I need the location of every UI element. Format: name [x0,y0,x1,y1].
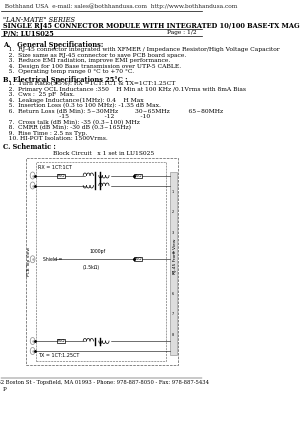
Text: 75Ω: 75Ω [134,173,142,178]
Text: P/N: LU1S025: P/N: LU1S025 [3,30,53,38]
Bar [26,158,178,365]
Text: A.   General Specifications:: A. General Specifications: [3,41,103,49]
Text: 2.  Primary OCL Inductance :350    H Min at 100 KHz /0.1Vrms with 8mA Bias: 2. Primary OCL Inductance :350 H Min at … [3,87,246,91]
Text: 4: 4 [172,251,174,255]
Text: (1.5kΩ): (1.5kΩ) [82,265,100,270]
Text: Bothhand USA  e-mail: sales@bothhandusa.com  http://www.bothhandusa.com: Bothhand USA e-mail: sales@bothhandusa.c… [2,3,238,8]
Text: 6.  Return Loss (dB Min): 5~30MHz         30~65MHz          65~80MHz: 6. Return Loss (dB Min): 5~30MHz 30~65MH… [3,108,223,113]
Text: 4.  Design for 100 Base transmission over UTP-5 CABLE.: 4. Design for 100 Base transmission over… [3,63,181,68]
Bar [36,162,167,361]
Text: TX = 1CT:1.25CT: TX = 1CT:1.25CT [38,353,80,358]
Text: 462 Boston St - Topsfield, MA 01993 - Phone: 978-887-8050 - Fax: 978-887-5434: 462 Boston St - Topsfield, MA 01993 - Ph… [0,380,209,385]
Text: 5.  Operating temp range 0 °C to +70 °C.: 5. Operating temp range 0 °C to +70 °C. [3,69,134,74]
Text: 3.  Cws :  25 pF  Max.: 3. Cws : 25 pF Max. [3,92,74,97]
Text: B. Electrical Specifications 25°C :: B. Electrical Specifications 25°C : [3,76,127,83]
Text: PCB Top View: PCB Top View [26,246,31,276]
Text: 3: 3 [172,231,174,235]
Text: 4.  Leakage Inductance(1MHz): 0.4    H Max: 4. Leakage Inductance(1MHz): 0.4 H Max [3,97,143,103]
Text: RX = 1CT:1CT: RX = 1CT:1CT [38,164,72,170]
Bar [57,339,64,343]
Text: 7.  Cross talk (dB Min): -35 (0.3~100) MHz: 7. Cross talk (dB Min): -35 (0.3~100) MH… [3,119,140,125]
Bar [134,173,142,178]
Bar [170,172,177,355]
Text: 5: 5 [172,272,174,275]
Text: RJ-45 Front View: RJ-45 Front View [173,238,177,274]
Text: Block Circuit   x 1 set in LU1S025: Block Circuit x 1 set in LU1S025 [52,150,154,156]
Text: 7: 7 [172,312,174,316]
Text: 3.  Reduce EMI radiation, improve EMI performance.: 3. Reduce EMI radiation, improve EMI per… [3,58,170,63]
Text: "LAN-MATE" SERIES: "LAN-MATE" SERIES [3,16,75,24]
Text: 2.  Size same as RJ-45 connector to save PCB board space.: 2. Size same as RJ-45 connector to save … [3,53,186,57]
Text: Shield =: Shield = [43,257,62,262]
Text: 8.  CMRR (dB Min): -30 dB (0.3~165Hz): 8. CMRR (dB Min): -30 dB (0.3~165Hz) [3,125,131,130]
Text: P: P [3,387,7,392]
Text: 1.  RJ-45 connector integrated with XFMER / Impedance Resistor/High Voltage Capa: 1. RJ-45 connector integrated with XFMER… [3,47,279,52]
Text: -15                   -12              -10: -15 -12 -10 [3,114,150,119]
Text: 6: 6 [172,292,174,296]
Bar [57,173,64,178]
Text: 75Ω: 75Ω [56,339,65,343]
Text: 75Ω: 75Ω [56,173,65,178]
Text: 5.  Insertion Loss (0.3 to 100 MHz): -1.35 dB Max.: 5. Insertion Loss (0.3 to 100 MHz): -1.3… [3,103,160,108]
Text: 9.  Rise Time : 2.5 ns Typ.: 9. Rise Time : 2.5 ns Typ. [3,130,87,136]
Text: 1000pf: 1000pf [90,249,106,254]
Text: 1.  Turn Ratio(±5%): RX =1CT:1CT & TX=1CT:1.25CT: 1. Turn Ratio(±5%): RX =1CT:1CT & TX=1CT… [3,81,175,86]
Text: 10. HI-POT Isolation: 1500Vrms.: 10. HI-POT Isolation: 1500Vrms. [3,136,107,141]
Text: SINGLE RJ45 CONNECTOR MODULE WITH INTEGRATED 10/100 BASE-TX MAGNETICS: SINGLE RJ45 CONNECTOR MODULE WITH INTEGR… [3,22,300,30]
Text: C. Schematic :: C. Schematic : [3,142,56,150]
Text: 75Ω: 75Ω [134,257,142,261]
Text: Page : 1/2: Page : 1/2 [167,30,197,35]
Text: 1: 1 [172,190,174,194]
Bar [134,257,142,261]
Text: 8: 8 [172,333,174,337]
Text: 2: 2 [172,210,174,214]
